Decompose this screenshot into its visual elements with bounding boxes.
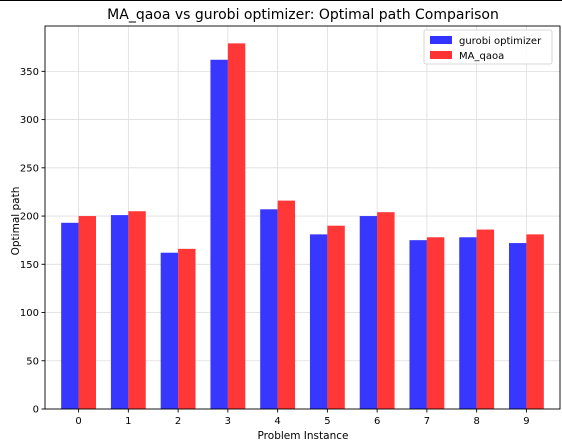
y-tick-label: 300 <box>20 115 39 126</box>
y-tick-label: 350 <box>20 67 39 78</box>
bar-ma-qaoa-6 <box>377 212 395 409</box>
legend-swatch <box>430 36 452 44</box>
bar-gurobi-optimizer-7 <box>409 240 427 409</box>
axes-layer: 0 50 100 150 200 250 300 350 0 1 2 3 4 5 6 7 8 9 <box>20 25 561 427</box>
x-tick-label: 1 <box>125 416 131 427</box>
y-tick-label: 100 <box>20 308 39 319</box>
bar-ma-qaoa-7 <box>426 237 445 409</box>
bar-gurobi-optimizer-1 <box>110 215 129 409</box>
x-tick-label: 6 <box>374 416 380 427</box>
bar-ma-qaoa-1 <box>128 211 146 409</box>
x-tick-label: 9 <box>523 416 529 427</box>
bar-gurobi-optimizer-5 <box>309 234 328 409</box>
x-tick-label: 5 <box>324 416 330 427</box>
y-tick-label: 150 <box>20 260 39 271</box>
bar-ma-qaoa-0 <box>78 216 97 409</box>
legend-entry-label: gurobi optimizer <box>459 36 542 47</box>
bar-gurobi-optimizer-4 <box>260 209 278 409</box>
plot-frame <box>44 25 561 410</box>
bar-gurobi-optimizer-6 <box>359 216 378 409</box>
bar-ma-qaoa-8 <box>476 229 495 409</box>
x-tick-label: 2 <box>175 416 181 427</box>
bar-gurobi-optimizer-3 <box>210 59 228 409</box>
chart-title: MA_qaoa vs gurobi optimizer: Optimal pat… <box>107 7 499 23</box>
x-axis-label: Problem Instance <box>258 430 349 442</box>
bar-ma-qaoa-9 <box>526 234 544 409</box>
y-tick-label: 0 <box>33 405 39 416</box>
bar-gurobi-optimizer-0 <box>61 222 79 409</box>
bar-gurobi-optimizer-9 <box>508 243 527 409</box>
legend-swatch <box>430 51 452 59</box>
bar-ma-qaoa-5 <box>327 225 345 409</box>
legend: gurobi optimizer MA_qaoa <box>423 29 553 65</box>
bar-ma-qaoa-3 <box>227 43 246 410</box>
y-axis-label: Optimal path <box>10 187 22 256</box>
x-tick-label: 4 <box>274 416 280 427</box>
x-tick-label: 0 <box>75 416 81 427</box>
x-tick-label: 7 <box>424 416 430 427</box>
y-tick-label: 200 <box>20 212 39 223</box>
x-tick-label: 3 <box>225 416 231 427</box>
y-tick-label: 250 <box>20 163 39 174</box>
bar-ma-qaoa-4 <box>277 200 296 409</box>
bars-layer <box>61 43 544 410</box>
legend-box <box>423 29 553 65</box>
bar-ma-qaoa-2 <box>178 248 196 409</box>
legend-entry-label: MA_qaoa <box>459 51 504 62</box>
x-tick-label: 8 <box>473 416 479 427</box>
bar-gurobi-optimizer-8 <box>459 237 477 409</box>
y-tick-label: 50 <box>26 356 39 367</box>
bar-gurobi-optimizer-2 <box>160 252 179 409</box>
